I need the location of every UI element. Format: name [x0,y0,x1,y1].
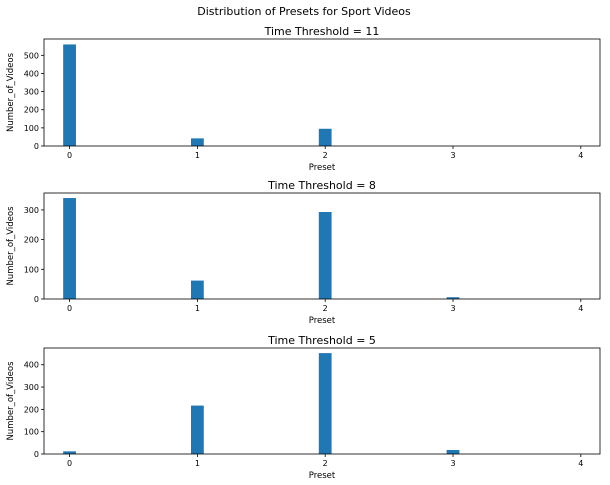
axes-frame [43,347,601,455]
x-tick-label: 1 [195,151,200,160]
subplot-title: Time Threshold = 5 [267,334,376,347]
bar-preset-2 [318,212,332,299]
subplot-title: Time Threshold = 8 [267,179,376,192]
y-axis-label: Number_of_Videos [6,361,16,441]
y-tick-label: 300 [24,88,39,97]
x-tick-label: 0 [67,151,72,160]
y-tick-label: 0 [34,295,39,304]
axes-frame [43,192,601,300]
x-tick-label: 2 [323,151,328,160]
y-tick-label: 0 [34,450,39,459]
x-tick-label: 3 [450,459,455,468]
subplot-2: Time Threshold = 8 0 1 2 3 4 0 100 200 300 Preset N… [6,179,601,326]
bar-preset-0 [63,198,76,299]
figure-suptitle: Distribution of Presets for Sport Videos [197,5,411,18]
y-tick-label: 400 [24,361,39,370]
bar-preset-2 [318,353,332,454]
y-tick-label: 100 [24,124,39,133]
bar-preset-3 [446,297,460,299]
y-axis-label: Number_of_Videos [6,52,16,132]
x-tick-label: 1 [195,304,200,313]
x-tick-label: 0 [67,304,72,313]
bar-preset-1 [190,280,204,299]
bar-preset-0 [63,44,76,147]
x-axis-label: Preset [309,316,336,326]
x-tick-label: 3 [450,151,455,160]
y-tick-label: 0 [34,142,39,151]
subplot-title: Time Threshold = 11 [264,25,380,38]
x-tick-label: 3 [450,304,455,313]
x-tick-label: 2 [323,459,328,468]
y-axis-label: Number_of_Videos [6,206,16,286]
subplot-1: Time Threshold = 11 0 1 2 3 4 0 100 200 300 400 500… [6,25,601,173]
y-tick-label: 100 [24,428,39,437]
bar-preset-0 [63,451,76,454]
y-tick-label: 500 [24,51,39,60]
subplots: Time Threshold = 110 1 2 3 40100200300400500… [6,25,601,481]
subplot-3: Time Threshold = 5 0 1 2 3 4 0 100 200 300 400 Pres… [6,334,601,481]
x-axis-label: Preset [309,163,336,173]
y-tick-label: 300 [24,383,39,392]
y-tick-label: 100 [24,265,39,274]
bar-preset-1 [190,405,204,454]
x-tick-label: 0 [67,459,72,468]
y-tick-label: 400 [24,69,39,78]
x-axis-label: Preset [309,471,336,481]
bar-preset-3 [446,449,460,454]
y-tick-label: 200 [24,106,39,115]
x-tick-label: 4 [578,151,583,160]
x-tick-label: 2 [323,304,328,313]
axes-frame [43,38,601,147]
x-tick-label: 1 [195,459,200,468]
y-tick-label: 200 [24,405,39,414]
bar-preset-1 [190,138,204,146]
y-tick-label: 300 [24,206,39,215]
y-tick-label: 200 [24,236,39,245]
x-tick-label: 4 [578,459,583,468]
x-tick-label: 4 [578,304,583,313]
bar-preset-2 [318,128,332,146]
